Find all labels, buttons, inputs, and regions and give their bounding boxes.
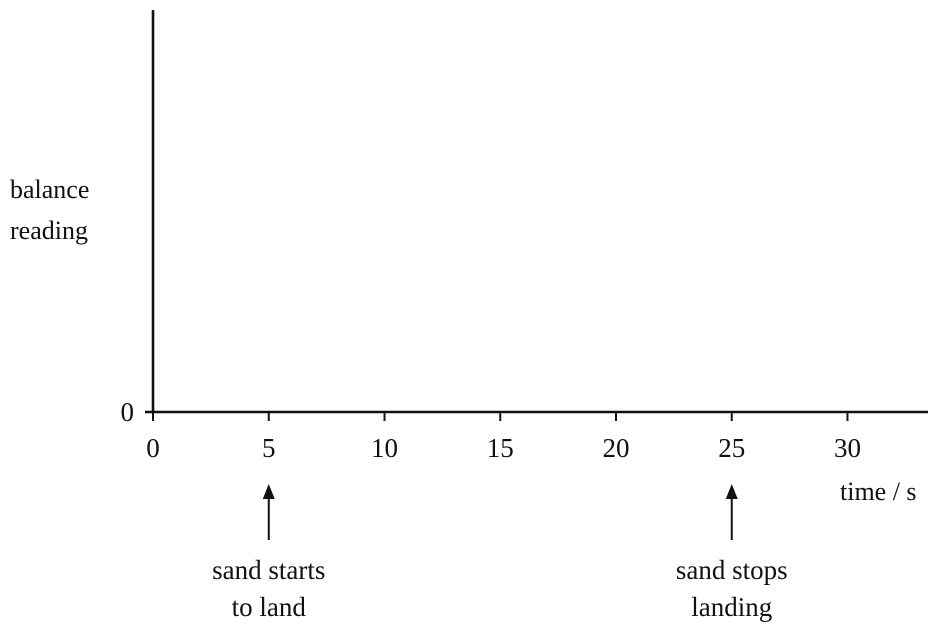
ticks: 0 5 10 15 20 25 30 0: [121, 397, 862, 463]
annotation-arrow-head: [262, 484, 275, 499]
x-tick-label: 30: [834, 433, 861, 463]
annotation-arrow-head: [725, 484, 738, 499]
x-tick-label: 15: [487, 433, 514, 463]
annotation-label: sand starts: [212, 555, 325, 585]
axes: [145, 10, 928, 414]
y-axis-label: balance: [10, 175, 89, 204]
annotation-label: sand stops: [676, 555, 788, 585]
x-axis-label: time / s: [840, 477, 917, 506]
annotations: sand starts to land sand stops landing: [212, 484, 788, 622]
x-tick-label: 20: [603, 433, 630, 463]
y-tick-label: 0: [121, 397, 135, 427]
axis-labels: time / s balance reading: [10, 175, 917, 506]
y-axis-label: reading: [10, 216, 88, 245]
annotation-label: to land: [232, 592, 307, 622]
annotation-label: landing: [691, 592, 772, 622]
x-tick-label: 5: [262, 433, 276, 463]
x-tick-label: 0: [146, 433, 160, 463]
x-tick-label: 10: [371, 433, 398, 463]
x-tick-label: 25: [718, 433, 745, 463]
